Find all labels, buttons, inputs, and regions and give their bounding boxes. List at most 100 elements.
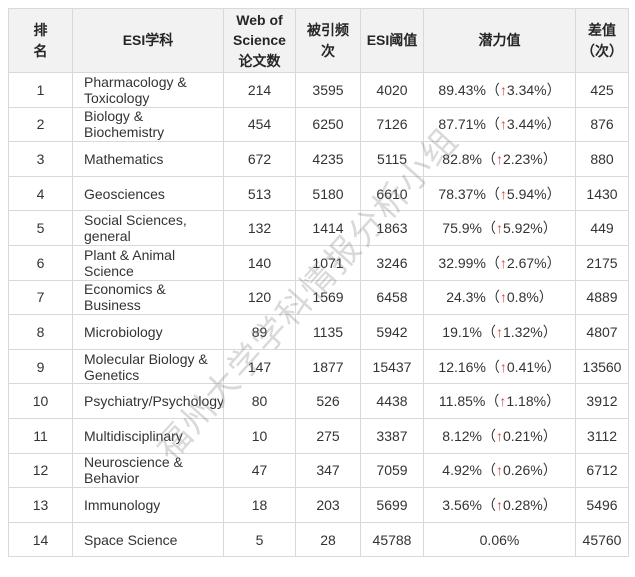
table-row: 5 Social Sciences, general 132 1414 1863… bbox=[8, 210, 629, 246]
cell-gap: 3112 bbox=[575, 417, 629, 454]
cell-esi-threshold: 1863 bbox=[360, 210, 424, 246]
up-arrow-icon: ↑ bbox=[499, 81, 507, 98]
cell-esi-threshold: 5115 bbox=[360, 141, 424, 177]
cell-gap: 45760 bbox=[575, 521, 629, 558]
cell-rank: 4 bbox=[8, 175, 73, 212]
cell-citations: 3595 bbox=[295, 72, 361, 108]
cell-citations: 6250 bbox=[295, 106, 361, 143]
cell-rank: 10 bbox=[8, 383, 73, 419]
column-header-subject: ESI学科 bbox=[72, 8, 224, 73]
cell-esi-threshold: 3246 bbox=[360, 244, 424, 281]
cell-rank: 1 bbox=[8, 72, 73, 108]
table-row: 2 Biology & Biochemistry 454 6250 7126 8… bbox=[8, 106, 629, 143]
up-arrow-icon: ↑ bbox=[496, 427, 503, 444]
cell-papers: 5 bbox=[223, 521, 296, 558]
cell-potential: 24.3%（↑0.8%） bbox=[423, 279, 576, 316]
cell-esi-threshold: 15437 bbox=[360, 348, 424, 385]
column-header-gap: 差值 （次） bbox=[575, 8, 629, 73]
cell-rank: 2 bbox=[8, 106, 73, 143]
table-row: 8 Microbiology 89 1135 5942 19.1%（↑1.32%… bbox=[8, 314, 629, 350]
cell-papers: 132 bbox=[223, 210, 296, 246]
cell-esi-threshold: 45788 bbox=[360, 521, 424, 558]
cell-rank: 3 bbox=[8, 141, 73, 177]
cell-citations: 4235 bbox=[295, 141, 361, 177]
cell-papers: 147 bbox=[223, 348, 296, 385]
cell-potential: 11.85%（↑1.18%） bbox=[423, 383, 576, 419]
cell-papers: 18 bbox=[223, 487, 296, 523]
up-arrow-icon: ↑ bbox=[496, 496, 503, 513]
cell-citations: 526 bbox=[295, 383, 361, 419]
table-row: 12 Neuroscience & Behavior 47 347 7059 4… bbox=[8, 452, 629, 489]
cell-esi-threshold: 7059 bbox=[360, 452, 424, 489]
cell-papers: 89 bbox=[223, 314, 296, 350]
table-row: 4 Geosciences 513 5180 6610 78.37%（↑5.94… bbox=[8, 175, 629, 212]
up-arrow-icon: ↑ bbox=[496, 150, 503, 167]
cell-potential: 3.56%（↑0.28%） bbox=[423, 487, 576, 523]
cell-subject: Neuroscience & Behavior bbox=[72, 452, 224, 489]
cell-papers: 47 bbox=[223, 452, 296, 489]
up-arrow-icon: ↑ bbox=[496, 220, 503, 237]
cell-potential: 89.43%（↑3.34%） bbox=[423, 72, 576, 108]
table-header: 排 名 ESI学科 Web of Science 论文数 被引频 次 ESI阈值 潜力值差… bbox=[8, 8, 629, 73]
table-row: 9 Molecular Biology & Genetics 147 1877 … bbox=[8, 348, 629, 385]
cell-rank: 13 bbox=[8, 487, 73, 523]
cell-citations: 275 bbox=[295, 417, 361, 454]
cell-potential: 82.8%（↑2.23%） bbox=[423, 141, 576, 177]
cell-citations: 5180 bbox=[295, 175, 361, 212]
cell-citations: 347 bbox=[295, 452, 361, 489]
cell-papers: 80 bbox=[223, 383, 296, 419]
up-arrow-icon: ↑ bbox=[499, 393, 507, 410]
header-row: 排 名 ESI学科 Web of Science 论文数 被引频 次 ESI阈值 潜力值差… bbox=[8, 8, 629, 73]
table-row: 7 Economics & Business 120 1569 6458 24.… bbox=[8, 279, 629, 316]
cell-citations: 1414 bbox=[295, 210, 361, 246]
cell-rank: 9 bbox=[8, 348, 73, 385]
table-row: 14 Space Science 5 28 45788 0.06% 45760 bbox=[8, 521, 629, 558]
cell-gap: 1430 bbox=[575, 175, 629, 212]
cell-potential: 32.99%（↑2.67%） bbox=[423, 244, 576, 281]
cell-potential: 19.1%（↑1.32%） bbox=[423, 314, 576, 350]
cell-potential: 75.9%（↑5.92%） bbox=[423, 210, 576, 246]
cell-gap: 876 bbox=[575, 106, 629, 143]
cell-gap: 449 bbox=[575, 210, 629, 246]
cell-subject: Psychiatry/Psychology bbox=[72, 383, 224, 419]
cell-potential: 87.71%（↑3.44%） bbox=[423, 106, 576, 143]
cell-papers: 140 bbox=[223, 244, 296, 281]
up-arrow-icon: ↑ bbox=[496, 323, 503, 340]
cell-rank: 14 bbox=[8, 521, 73, 558]
column-header-rank: 排 名 bbox=[8, 8, 73, 73]
cell-papers: 454 bbox=[223, 106, 296, 143]
table-body: 1 Pharmacology & Toxicology 214 3595 402… bbox=[8, 72, 629, 558]
cell-citations: 203 bbox=[295, 487, 361, 523]
up-arrow-icon: ↑ bbox=[499, 358, 507, 375]
cell-esi-threshold: 5942 bbox=[360, 314, 424, 350]
cell-subject: Mathematics bbox=[72, 141, 224, 177]
cell-subject: Biology & Biochemistry bbox=[72, 106, 224, 143]
cell-papers: 120 bbox=[223, 279, 296, 316]
cell-potential: 12.16%（↑0.41%） bbox=[423, 348, 576, 385]
cell-gap: 3912 bbox=[575, 383, 629, 419]
cell-papers: 672 bbox=[223, 141, 296, 177]
cell-subject: Social Sciences, general bbox=[72, 210, 224, 246]
table-row: 13 Immunology 18 203 5699 3.56%（↑0.28%） … bbox=[8, 487, 629, 523]
cell-esi-threshold: 6610 bbox=[360, 175, 424, 212]
table-row: 6 Plant & Animal Science 140 1071 3246 3… bbox=[8, 244, 629, 281]
cell-subject: Molecular Biology & Genetics bbox=[72, 348, 224, 385]
cell-rank: 5 bbox=[8, 210, 73, 246]
up-arrow-icon: ↑ bbox=[499, 254, 507, 271]
cell-gap: 6712 bbox=[575, 452, 629, 489]
esi-subjects-table: 排 名 ESI学科 Web of Science 论文数 被引频 次 ESI阈值 潜力值差… bbox=[8, 8, 629, 558]
up-arrow-icon: ↑ bbox=[499, 116, 507, 133]
cell-esi-threshold: 3387 bbox=[360, 417, 424, 454]
table-row: 1 Pharmacology & Toxicology 214 3595 402… bbox=[8, 72, 629, 108]
cell-citations: 1135 bbox=[295, 314, 361, 350]
cell-citations: 28 bbox=[295, 521, 361, 558]
cell-gap: 425 bbox=[575, 72, 629, 108]
column-header-citations: 被引频 次 bbox=[295, 8, 361, 73]
cell-gap: 2175 bbox=[575, 244, 629, 281]
column-header-threshold: ESI阈值 bbox=[360, 8, 424, 73]
cell-potential: 8.12%（↑0.21%） bbox=[423, 417, 576, 454]
cell-esi-threshold: 7126 bbox=[360, 106, 424, 143]
cell-subject: Microbiology bbox=[72, 314, 224, 350]
cell-subject: Pharmacology & Toxicology bbox=[72, 72, 224, 108]
